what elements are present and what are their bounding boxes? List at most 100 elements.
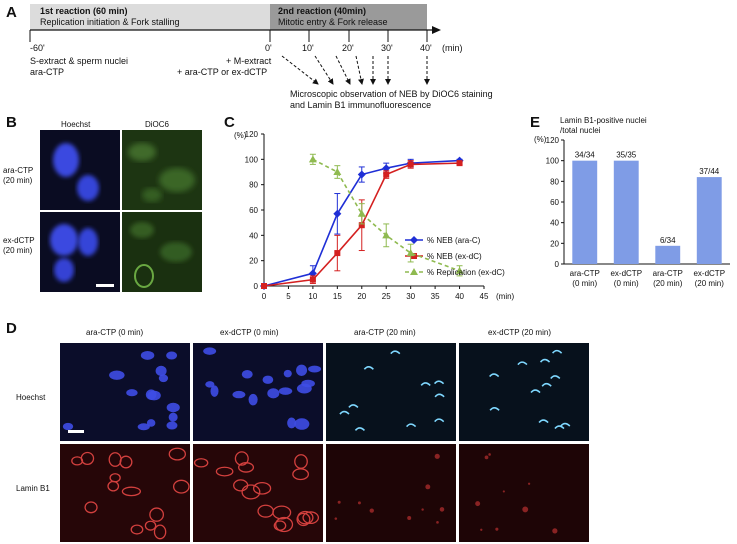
lamin-speckle (527, 482, 531, 485)
nucleus (147, 390, 161, 401)
lamin-ring (292, 468, 309, 481)
timeline-arrowhead (432, 26, 441, 34)
micrograph-dioc6-ara-ctp (122, 130, 202, 210)
column-label: ex-dCTP (20 min) (488, 328, 551, 337)
first-reaction-title: 1st reaction (60 min) (40, 6, 128, 16)
sperm-chromatin (405, 423, 417, 428)
category-label: ara-CTP (653, 269, 683, 278)
x-tick-label: 15 (333, 292, 342, 301)
panel-label-d: D (6, 320, 17, 337)
nucleus (294, 418, 310, 430)
nucleus (158, 374, 169, 383)
sperm-chromatin (354, 427, 366, 432)
observation-note: Microscopic observation of NEB by DiOC6 … (290, 89, 493, 99)
lamin-ring (168, 447, 187, 461)
nucleus (278, 387, 293, 395)
bar-value-label: 35/35 (616, 151, 637, 160)
first-reaction-bar (30, 4, 270, 30)
x-tick-label: 5 (286, 292, 291, 301)
lamin-ring (273, 520, 287, 531)
micrograph-lamin-ex-dctp-20min (459, 444, 589, 542)
lamin-ring (252, 481, 272, 495)
panel-label-c: C (224, 114, 235, 131)
data-point (308, 155, 317, 163)
lamin-speckle (552, 528, 558, 534)
nucleus (146, 419, 156, 427)
neb-replication-line-chart: 0 20 40 60 80 100 120 0 5 10 15 20 25 30 35 40 45 (%) (min… (234, 130, 515, 301)
y-tick-label: 20 (550, 239, 559, 248)
sperm-chromatin (541, 382, 552, 387)
y-tick-label: 80 (550, 177, 559, 186)
column-label: ex-dCTP (0 min) (220, 328, 279, 337)
nucleus (248, 393, 258, 406)
lamin-speckle (421, 508, 424, 511)
y-unit-label: (%) (234, 131, 247, 140)
lamin-ring (149, 507, 165, 522)
nucleus (168, 412, 178, 422)
category-label: ex-dCTP (693, 269, 725, 278)
lamin-speckle (488, 453, 491, 456)
panel-label-b: B (6, 114, 17, 131)
sperm-chromatin (560, 422, 571, 427)
y-tick-label: 60 (249, 206, 258, 215)
legend-label: % NEB (ara-C) (427, 236, 481, 245)
sperm-chromatin (390, 350, 401, 355)
lamin-ring (172, 479, 190, 494)
y-tick-label: 80 (249, 181, 258, 190)
lamin-speckle (357, 501, 361, 505)
sperm-chromatin (420, 382, 431, 386)
row-label-ex-dctp: ex-dCTP (3, 236, 35, 245)
nucleus (283, 369, 292, 378)
nucleus (267, 388, 280, 399)
second-reaction-subtitle: Mitotic entry & Fork release (278, 17, 388, 27)
micrograph-hoechst-ara-ctp (40, 130, 120, 210)
sperm-chromatin (363, 365, 374, 370)
column-label: ara-CTP (20 min) (354, 328, 416, 337)
lamin-ring (144, 520, 157, 531)
y-unit-label: (%) (534, 135, 547, 144)
lamin-ring (215, 466, 234, 477)
tick-label: 0' (265, 43, 272, 53)
bar-value-label: 34/34 (575, 151, 596, 160)
micrograph-lamin-ara-ctp-0min (60, 444, 190, 542)
nucleus (241, 369, 253, 379)
data-point (406, 249, 415, 257)
data-point (456, 160, 463, 167)
bar (655, 245, 681, 264)
lamin-ring (275, 516, 294, 533)
lamin-ring (296, 512, 311, 527)
lamin-speckle (495, 527, 499, 531)
row-label-ex-dctp-time: (20 min) (3, 246, 33, 255)
second-reaction-note: + ara-CTP or ex-dCTP (177, 67, 268, 77)
lamin-ring (302, 511, 320, 525)
lamin-b1-bar-chart: Lamin B1-positive nuclei/total nuclei 0 20… (534, 116, 730, 288)
y-tick-label: 120 (245, 130, 259, 139)
lamin-speckle (434, 453, 440, 459)
tick-label: -60' (30, 43, 45, 53)
time-unit: (min) (442, 43, 463, 53)
nucleus (210, 385, 219, 397)
sperm-chromatin (530, 389, 541, 394)
lamin-ring (257, 504, 274, 518)
y-tick-label: 100 (245, 155, 259, 164)
lamin-ring (109, 473, 121, 483)
micrograph-hoechst-ara-ctp-20min (326, 343, 456, 441)
data-point (382, 164, 391, 173)
y-tick-label: 40 (550, 219, 559, 228)
scale-bar (68, 430, 84, 433)
tick-label: 30' (381, 43, 393, 53)
tick-label: 10' (302, 43, 314, 53)
category-label: (0 min) (614, 279, 639, 288)
data-point (357, 170, 366, 179)
y-tick-label: 60 (550, 198, 559, 207)
sperm-chromatin (538, 419, 549, 424)
chart-title: Lamin B1-positive nuclei (560, 116, 647, 125)
lamin-speckle (480, 528, 483, 531)
sperm-chromatin (550, 375, 561, 380)
nucleus (308, 365, 322, 373)
sperm-chromatin (517, 361, 528, 366)
bar-value-label: 37/44 (699, 167, 720, 176)
lamin-ring (272, 505, 292, 520)
category-label: ex-dCTP (610, 269, 642, 278)
first-reaction-note: ara-CTP (30, 67, 65, 77)
